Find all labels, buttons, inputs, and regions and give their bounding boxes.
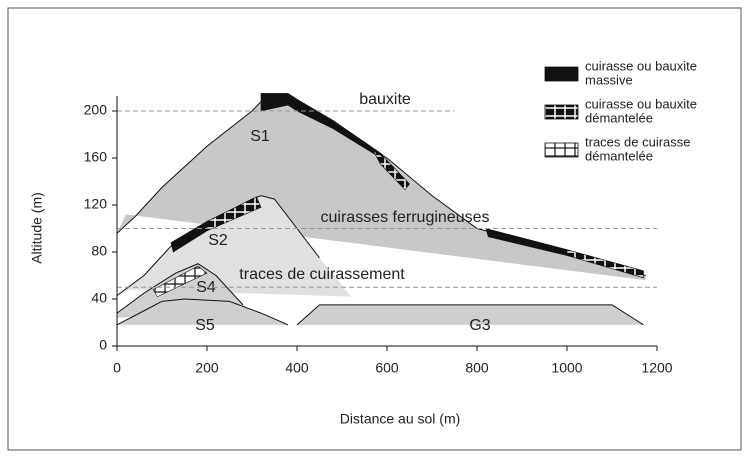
legend-label: cuirasse ou bauxite (585, 58, 697, 73)
y-tick-label: 40 (91, 290, 107, 306)
body-label: S2 (208, 232, 228, 249)
x-tick-label: 0 (113, 360, 121, 376)
legend-swatch (545, 143, 578, 157)
x-tick-label: 200 (195, 360, 219, 376)
legend-swatch (545, 105, 578, 119)
level-label: traces de cuirassement (239, 266, 405, 283)
level-label: bauxite (359, 91, 411, 108)
x-tick-label: 1200 (641, 360, 672, 376)
x-tick-label: 800 (465, 360, 489, 376)
x-axis-label: Distance au sol (m) (340, 411, 461, 427)
y-tick-label: 80 (91, 243, 107, 259)
legend-label: cuirasse ou bauxite (585, 96, 697, 111)
body-label: G3 (469, 317, 490, 334)
body-label: S1 (250, 128, 270, 145)
legend-swatch (545, 67, 578, 81)
legend-label: massive (585, 72, 633, 87)
legend-label: démantelée (585, 148, 653, 163)
legend-label: démantelée (585, 110, 653, 125)
x-tick-label: 400 (285, 360, 309, 376)
chart: Distance au sol (m) Altitude (m) S1S2S4S… (0, 0, 750, 459)
y-tick-label: 0 (99, 337, 107, 353)
x-tick-label: 1000 (551, 360, 582, 376)
y-tick-label: 160 (84, 149, 108, 165)
y-tick-label: 120 (84, 196, 108, 212)
y-axis-label: Altitude (m) (29, 192, 45, 264)
y-tick-label: 200 (84, 102, 108, 118)
level-label: cuirasses ferrugineuses (321, 209, 490, 226)
x-tick-label: 600 (375, 360, 399, 376)
body-label: S5 (195, 317, 215, 334)
legend-label: traces de cuirasse (585, 134, 691, 149)
